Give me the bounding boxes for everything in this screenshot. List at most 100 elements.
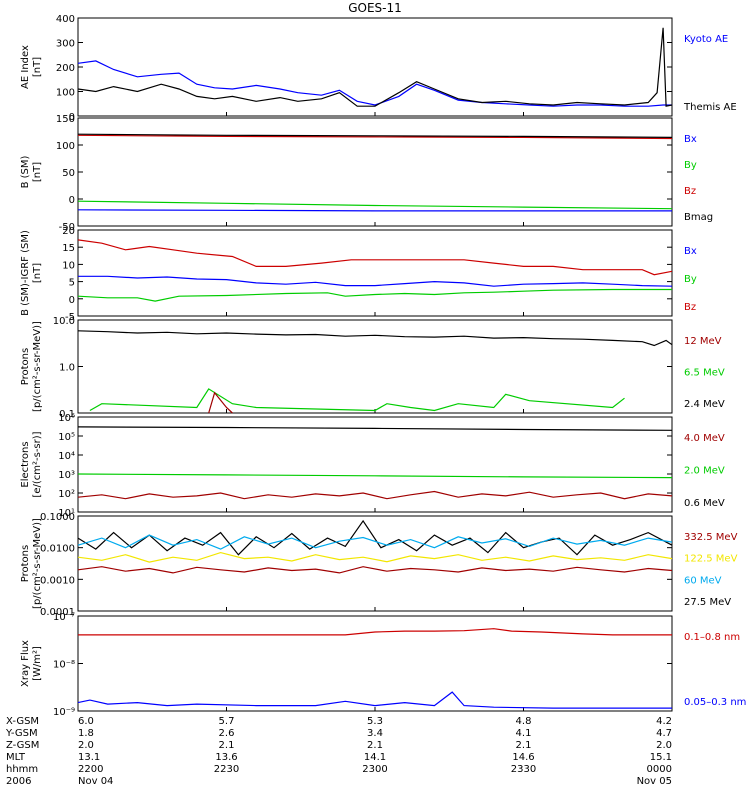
x-axis-value: 2230 — [214, 764, 239, 775]
series-line — [78, 275, 673, 287]
legend-entry: 4.0 MeV — [684, 433, 725, 444]
legend-entry: Bmag — [684, 212, 713, 223]
y-tick-label: 0.1000 — [40, 512, 75, 523]
x-axis-value: 2.0 — [656, 740, 672, 751]
series-line — [77, 566, 673, 574]
legend-entry: 0.05–0.3 nm — [684, 697, 746, 708]
y-tick-label: 0 — [69, 295, 75, 306]
y-tick-label: 10⁵ — [58, 432, 75, 443]
y-tick-label: 10⁻⁹ — [53, 707, 75, 718]
series-line — [77, 27, 673, 107]
x-axis-row-label: Z-GSM — [6, 740, 39, 751]
series-line — [208, 391, 233, 414]
series-line — [77, 133, 673, 138]
y-tick-label: 10² — [58, 489, 75, 500]
legend-entry: 0.6 MeV — [684, 498, 725, 509]
x-axis-row-label: X-GSM — [6, 716, 39, 727]
y-tick-label: 10.0 — [53, 316, 75, 327]
legend-entry: By — [684, 160, 697, 171]
series-line — [77, 239, 673, 276]
y-tick-label: 300 — [56, 39, 75, 50]
y-axis-label: Protons — [20, 348, 31, 385]
series-line — [77, 288, 672, 302]
y-axis-label: [nT] — [32, 162, 43, 182]
y-axis-label: [p/(cm²-s-sr-MeV)] — [32, 518, 43, 609]
y-axis-label: B (SM) — [20, 155, 31, 188]
panel-1: 400 300 200 100 0 AE Index [nT] Kyoto AE Themis … — [20, 14, 737, 123]
panel-3: 20 15 10 5 0 -5 B (SM)-IGRF (SM) [nT] Bx By Bz — [20, 226, 697, 323]
y-tick-label: 15 — [62, 243, 75, 254]
panel-2: 150 100 50 0 -50 B (SM) [nT] Bx By Bz Bmag — [20, 114, 713, 233]
legend-entry: Bx — [684, 246, 697, 257]
series-line — [77, 691, 672, 709]
x-axis-row-label: hhmm — [6, 764, 38, 775]
y-tick-label: 50 — [62, 168, 75, 179]
panel-frame — [77, 515, 673, 612]
y-tick-label: 0.1 — [59, 409, 75, 420]
x-axis-value: 15.1 — [650, 752, 672, 763]
x-axis-value: 2.1 — [219, 740, 235, 751]
legend-entry: 122.5 MeV — [684, 554, 738, 565]
series-line — [77, 60, 672, 107]
y-tick-label: -50 — [59, 222, 75, 233]
x-axis-value: 0000 — [647, 764, 672, 775]
x-axis-value: 4.7 — [656, 728, 672, 739]
legend-entry: Bz — [684, 186, 696, 197]
x-axis-row-label: MLT — [6, 752, 26, 763]
series-line — [78, 628, 672, 636]
x-axis-row-label: Y-GSM — [5, 728, 38, 739]
y-tick-label: 10⁶ — [58, 413, 75, 424]
x-axis-value: 2.1 — [367, 740, 383, 751]
series-line — [77, 473, 673, 479]
series-line — [77, 330, 673, 347]
series-line — [77, 551, 673, 563]
y-tick-label: 0.0100 — [40, 544, 75, 555]
x-axis-value: 2.1 — [516, 740, 532, 751]
panel-frame — [77, 229, 673, 317]
x-axis-value: 2200 — [78, 764, 103, 775]
y-axis-label: B (SM)-IGRF (SM) — [20, 230, 31, 316]
y-tick-label: 100 — [56, 88, 75, 99]
x-axis-value: 13.6 — [215, 752, 237, 763]
y-tick-label: 10⁻⁸ — [53, 660, 75, 671]
chart-title: GOES-11 — [348, 1, 402, 15]
y-tick-label: 10³ — [58, 470, 75, 481]
y-axis-label: AE Index — [20, 45, 31, 89]
panel-5: 10⁶ 10⁵ 10⁴ 10³ 10² 10¹ Electrons [e/(cm²-s-sr)… — [20, 413, 725, 519]
legend-entry: 0.1–0.8 nm — [684, 632, 740, 643]
legend-entry: 332.5 MeV — [684, 532, 738, 543]
y-tick-label: 20 — [62, 226, 75, 237]
x-axis-value: 3.4 — [367, 728, 383, 739]
y-tick-label: 5 — [69, 278, 75, 289]
x-axis-value: 2.6 — [219, 728, 235, 739]
series-line — [77, 209, 672, 212]
x-axis-value: 14.1 — [364, 752, 386, 763]
y-tick-label: 400 — [56, 14, 75, 25]
legend-entry: Themis AE — [683, 102, 737, 113]
y-axis-label: Electrons — [20, 441, 31, 487]
y-tick-label: 10⁻⁷ — [53, 612, 75, 623]
y-tick-label: 0.0010 — [40, 575, 75, 586]
legend-entry: 6.5 MeV — [684, 368, 725, 379]
series-line — [77, 490, 673, 500]
panel-7: 10⁻⁷ 10⁻⁸ 10⁻⁹ Xray Flux [W/m²] 0.1–0.8 nm 0.0… — [20, 612, 746, 718]
series-line — [89, 388, 625, 412]
x-axis-value: 4.8 — [516, 716, 532, 727]
panel-frame — [77, 615, 673, 712]
panel-frame — [77, 416, 673, 513]
series-line — [77, 519, 673, 556]
series-line — [77, 134, 673, 140]
y-axis-label: Xray Flux — [20, 640, 31, 687]
x-axis-value: 2330 — [511, 764, 536, 775]
legend-entry: By — [684, 274, 697, 285]
y-axis-label: [nT] — [32, 263, 43, 283]
x-axis-row-label: 2006 — [6, 776, 31, 787]
panel-4: 10.0 1.0 0.1 Protons [p/(cm²-s-sr-MeV)] 12 Me… — [20, 316, 725, 420]
x-axis-value: 1.8 — [78, 728, 94, 739]
y-tick-label: 200 — [56, 63, 75, 74]
y-tick-label: -5 — [65, 312, 75, 323]
panel-6: 0.1000 0.0100 0.0010 0.0001 Protons [p/(cm²-s… — [20, 512, 738, 618]
x-axis-value: 4.2 — [656, 716, 672, 727]
